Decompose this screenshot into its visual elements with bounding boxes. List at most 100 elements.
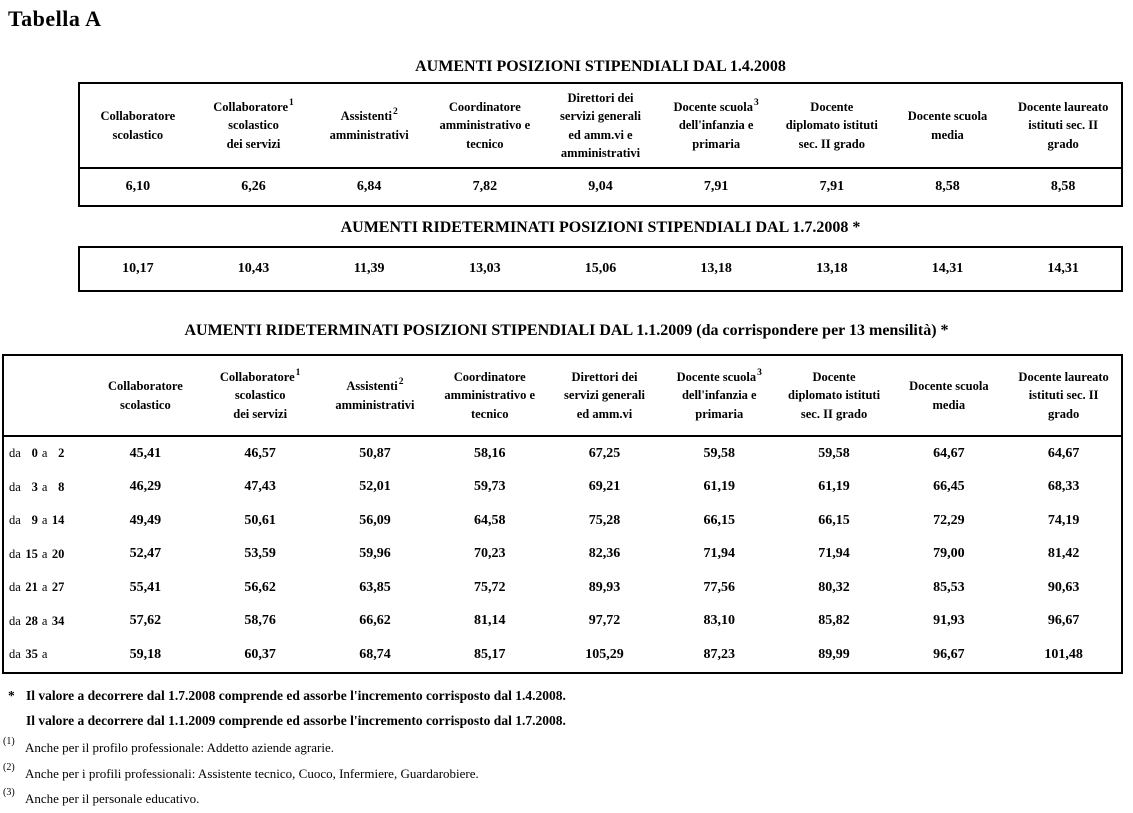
- row-label-to: 8: [58, 479, 65, 494]
- row-label-mid: a: [41, 580, 48, 595]
- header-line: dei servizi: [226, 136, 281, 151]
- value-cell: 7,82: [472, 179, 498, 194]
- value-cell: 46,57: [244, 445, 276, 461]
- value-cell: 6,26: [241, 179, 266, 194]
- value-cell: 68,33: [1047, 479, 1080, 495]
- value-cell: 80,32: [818, 579, 850, 595]
- column-header: Collaboratore1 scolastico dei servizi: [203, 356, 318, 435]
- footnotes: * Il valore a decorrere dal 1.7.2008 com…: [3, 687, 1133, 809]
- row-label: da 35 a: [4, 638, 88, 672]
- column-header: Direttori dei servizi generali ed amm.vi: [547, 356, 662, 435]
- value-cell: 83,10: [703, 613, 736, 629]
- footnote-2: (2) Anche per i profili professionali: A…: [3, 762, 1133, 784]
- row-label-prefix: da: [9, 613, 21, 628]
- page-title: Tabella A: [8, 6, 102, 31]
- header-line: dell'infanzia e: [678, 118, 754, 133]
- value-cell: 75,72: [473, 579, 506, 595]
- value-cell: 89,93: [588, 579, 621, 595]
- value-cell: 47,43: [244, 479, 276, 495]
- table-row: da 28 a 34 57,62 58,76 66,62 81,14 97,72 83,10 85,…: [4, 605, 1121, 639]
- value-cell: 82,36: [588, 546, 621, 562]
- header-line: amministrativi: [329, 127, 409, 142]
- table-row: da 21 a 27 55,41 56,62 63,85 75,72 89,93 77,56 80,…: [4, 571, 1121, 605]
- header-line: amministrativo e: [439, 118, 531, 133]
- header-line: media: [932, 397, 966, 412]
- header-line: primaria: [692, 136, 741, 151]
- header-line: amministrativi: [335, 397, 415, 412]
- header-line: Coordinatore: [453, 370, 526, 385]
- header-line: Docente laureato: [1018, 370, 1109, 385]
- footnote-reference: 2: [392, 107, 398, 118]
- column-header: Coordinatore amministrativo e tecnico: [427, 84, 543, 167]
- row-label-to: 14: [51, 513, 65, 528]
- section-title-aumenti-1-7-2008: AUMENTI RIDETERMINATI POSIZIONI STIPENDI…: [340, 219, 861, 236]
- value-cell: 64,67: [1047, 445, 1080, 461]
- table-aumenti-1-7-2008: 10,17 10,43 11,39 13,03 15,06 13,18 13,18 14,31…: [78, 246, 1123, 292]
- value-cell: 15,06: [584, 261, 617, 276]
- column-header: Assistenti2 amministrativi: [311, 84, 427, 167]
- footnote-star-line-1: * Il valore a decorrere dal 1.7.2008 com…: [8, 687, 1133, 706]
- column-header: Docente laureato istituti sec. II grado: [1006, 356, 1121, 435]
- value-cell: 11,39: [353, 261, 385, 276]
- value-cell: 67,25: [588, 445, 621, 461]
- header-line: tecnico: [466, 136, 504, 151]
- value-cell: 64,58: [473, 512, 506, 528]
- value-cell: 63,85: [359, 579, 391, 595]
- value-cell: 59,58: [703, 445, 736, 461]
- value-cell: 57,62: [129, 613, 162, 629]
- row-label-to: 34: [51, 613, 65, 628]
- row-label-from: 9: [31, 513, 38, 528]
- column-header: Docente laureato istituti sec. II grado: [1005, 84, 1121, 167]
- row-label-mid: a: [41, 613, 48, 628]
- header-line: Docente scuola: [907, 109, 988, 124]
- header-line: scolastico: [120, 397, 171, 412]
- header-line: Coordinatore: [448, 100, 521, 115]
- column-header: Coordinatore amministrativo e tecnico: [432, 356, 547, 435]
- footnote-text: Anche per il profilo professionale: Adde…: [25, 740, 334, 756]
- value-cell: 66,15: [703, 512, 736, 528]
- header-line: diplomato istituti: [788, 388, 881, 403]
- value-cell: 14,31: [931, 261, 964, 276]
- row-label: da 15 a 20: [4, 538, 88, 572]
- footnote-text: Il valore a decorrere dal 1.7.2008 compr…: [26, 687, 566, 703]
- header-line: Assistenti2: [340, 107, 398, 124]
- footnote-reference: 3: [754, 98, 759, 109]
- row-label: da 0 a 2: [4, 437, 88, 471]
- value-cell: 14,31: [1047, 261, 1079, 276]
- table-row: da 3 a 8 46,29 47,43 52,01 59,73 69,21 61,19 61,19…: [4, 471, 1121, 505]
- value-cell: 79,00: [933, 546, 965, 562]
- empty-corner-cell: [4, 356, 88, 435]
- footnote-star-line-2: Il valore a decorrere dal 1.1.2009 compr…: [8, 712, 1133, 731]
- row-label-mid: a: [41, 647, 48, 662]
- table-aumenti-1-4-2008: Collaboratore scolastico Collaboratore1 sco…: [78, 82, 1123, 207]
- header-line: scolastico: [228, 118, 279, 133]
- header-line: primaria: [695, 406, 744, 421]
- header-line: Direttori dei: [567, 91, 634, 106]
- column-header: Collaboratore1 scolastico dei servizi: [196, 84, 312, 167]
- column-header: Docente scuola3 dell'infanzia e primaria: [662, 356, 777, 435]
- header-line: servizi generali: [560, 109, 641, 124]
- header-line: Collaboratore: [100, 109, 176, 124]
- value-cell: 72,29: [933, 512, 965, 528]
- header-line: Collaboratore1: [213, 98, 294, 115]
- value-cell: 81,42: [1047, 546, 1080, 562]
- value-cell: 55,41: [129, 579, 162, 595]
- header-line: ed amm.vi: [576, 406, 633, 421]
- value-cell: 91,93: [933, 613, 965, 629]
- row-label-prefix: da: [9, 479, 21, 494]
- value-cell: 13,18: [816, 261, 848, 276]
- header-line: amministrativi: [560, 145, 641, 160]
- value-cell: 56,09: [359, 512, 391, 528]
- column-header: Docente diplomato istituti sec. II grado: [774, 84, 890, 167]
- value-cell: 69,21: [588, 479, 621, 495]
- row-label-prefix: da: [9, 647, 21, 662]
- header-line: istituti sec. II: [1028, 388, 1099, 403]
- value-cell: 7,91: [819, 179, 845, 194]
- header-line: Docente: [810, 100, 854, 115]
- header-line: diplomato istituti: [785, 118, 878, 133]
- row-label-from: 3: [31, 479, 38, 494]
- value-cell: 10,17: [122, 261, 154, 276]
- column-header: Docente scuola media: [891, 356, 1006, 435]
- header-line: media: [931, 127, 964, 142]
- value-cell: 46,29: [129, 479, 162, 495]
